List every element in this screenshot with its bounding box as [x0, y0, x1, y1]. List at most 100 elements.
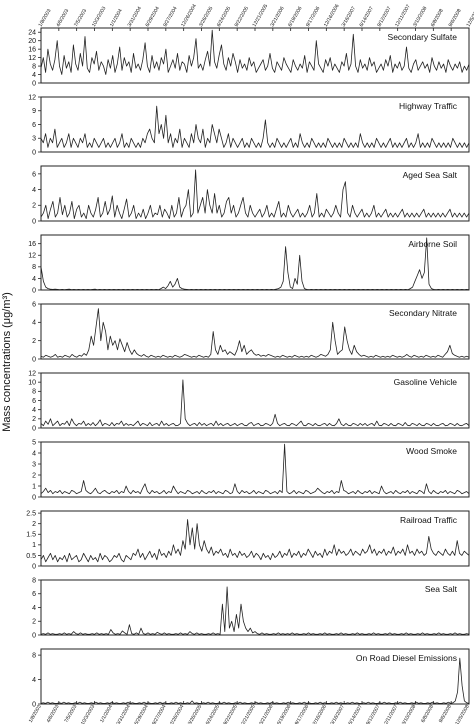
panel: 0 0.5 1 1.5 2 2.5 Railroad Traffic: [26, 510, 470, 570]
panel: 0 2 4 6 8 10 12 Gasoline Vehicle: [28, 370, 470, 432]
date-label: 9/12/2007: [376, 6, 392, 28]
date-label: 3/26/2005: [198, 6, 214, 28]
date-label: 4/6/2003: [55, 8, 70, 28]
date-label: 3/10/2008: [412, 6, 428, 28]
panel-frame: [40, 165, 470, 222]
date-label: 9/12/2007: [365, 704, 381, 724]
panel-frame: [40, 441, 470, 498]
series-line: [40, 443, 470, 495]
panel-frame: [40, 510, 470, 567]
date-label: 4/6/2003: [46, 704, 61, 724]
date-label: 9/27/2004: [162, 6, 178, 28]
panel-title: Secondary Nitrate: [389, 308, 457, 318]
y-tick-label: 1.5: [26, 532, 36, 539]
y-tick-label: 1: [32, 542, 36, 549]
y-tick-label: 6: [32, 398, 36, 405]
date-label: 6/8/2008: [430, 8, 445, 28]
date-label: 3/31/2004: [116, 704, 132, 724]
date-label: 9/6/2008: [448, 8, 463, 28]
series-line: [40, 519, 470, 563]
date-label: 9/17/2006: [305, 6, 321, 28]
date-label: 3/21/2006: [258, 704, 274, 724]
date-label: 6/29/2004: [133, 704, 149, 724]
date-label: 1/8/2003: [28, 704, 43, 724]
y-tick-label: 4: [32, 276, 36, 283]
y-tick-label: 4: [32, 450, 36, 457]
y-tick-label: 0: [32, 425, 36, 432]
date-label: 12/21/2005: [252, 3, 270, 28]
y-tick-label: 12: [28, 94, 36, 101]
y-tick-label: 4: [32, 72, 36, 79]
series-line: [40, 586, 470, 635]
y-tick-label: 0: [32, 632, 36, 639]
date-label: 6/24/2005: [205, 704, 221, 724]
y-tick-label: 8: [32, 63, 36, 70]
series-line: [40, 308, 470, 358]
y-tick-label: 10: [28, 380, 36, 387]
date-label: 3/10/2008: [401, 704, 417, 724]
y-tick-label: 8: [32, 264, 36, 271]
y-tick-label: 24: [28, 30, 36, 37]
date-label: 9/17/2006: [294, 704, 310, 724]
y-tick-label: 2: [32, 416, 36, 423]
panel-frame: [40, 27, 470, 84]
y-tick-label: 1: [32, 483, 36, 490]
panel: 0 2 4 6 Aged Sea Salt: [32, 165, 470, 225]
y-tick-label: 12: [28, 370, 36, 377]
panel-title: Secondary Sulfate: [388, 32, 458, 42]
date-label: 9/27/2004: [151, 704, 167, 724]
panel: 0 4 8 On Road Diesel Emissions: [32, 648, 470, 708]
panel-frame: [40, 303, 470, 360]
date-label: 1/1/2004: [99, 704, 114, 724]
y-tick-label: 6: [32, 171, 36, 178]
y-axis-label: Mass concentrations (μg/m³): [1, 292, 13, 432]
date-label: 12/5/2008: [454, 704, 470, 724]
series-line: [40, 105, 470, 148]
date-label: 3/21/2006: [269, 6, 285, 28]
date-label: 6/14/2007: [359, 6, 375, 28]
panel-frame: [40, 234, 470, 291]
y-tick-label: 3: [32, 461, 36, 468]
panel-title: Airborne Soil: [408, 239, 457, 249]
date-label: 12/21/2005: [239, 704, 257, 724]
top-date-axis: 1/8/2003 4/6/2003 7/5/2003 10/3/2003 1/1/200…: [38, 3, 474, 31]
date-label: 12/11/2007: [394, 3, 412, 28]
series-line: [40, 237, 470, 291]
date-label: 6/14/2007: [347, 704, 363, 724]
y-tick-label: 8: [32, 653, 36, 660]
y-tick-label: 9: [32, 108, 36, 115]
y-tick-label: 0: [32, 218, 36, 225]
y-tick-label: 12: [28, 253, 36, 260]
date-label: 12/16/2006: [310, 704, 328, 724]
y-tick-label: 0: [32, 563, 36, 570]
y-tick-label: 8: [32, 577, 36, 584]
date-label: 3/31/2004: [127, 6, 143, 28]
y-tick-label: 6: [32, 122, 36, 129]
date-label: 6/29/2004: [145, 6, 161, 28]
date-label: 12/26/2004: [168, 704, 186, 724]
panel-title: Highway Traffic: [399, 101, 458, 111]
y-tick-label: 4: [32, 320, 36, 327]
panel-title: Wood Smoke: [406, 446, 457, 456]
date-label: 10/3/2003: [80, 704, 96, 724]
date-label: 9/22/2005: [234, 6, 250, 28]
series-line: [40, 657, 470, 704]
panel-title: On Road Diesel Emissions: [356, 653, 457, 663]
panel: 0 4 8 12 16 Airborne Soil: [28, 234, 470, 294]
date-label: 9/6/2008: [438, 704, 453, 724]
y-tick-label: 0: [32, 494, 36, 501]
y-tick-label: 0: [32, 287, 36, 294]
date-label: 1/1/2004: [109, 8, 124, 28]
panel: 0 1 2 3 4 5 Wood Smoke: [32, 439, 470, 501]
date-label: 3/16/2007: [330, 704, 346, 724]
y-tick-label: 12: [28, 55, 36, 62]
y-tick-label: 2: [32, 203, 36, 210]
date-label: 6/8/2008: [420, 704, 435, 724]
y-tick-label: 3: [32, 136, 36, 143]
date-label: 3/26/2005: [187, 704, 203, 724]
date-label: 1/8/2003: [38, 8, 53, 28]
y-tick-label: 2: [32, 338, 36, 345]
date-label: 6/24/2005: [216, 6, 232, 28]
